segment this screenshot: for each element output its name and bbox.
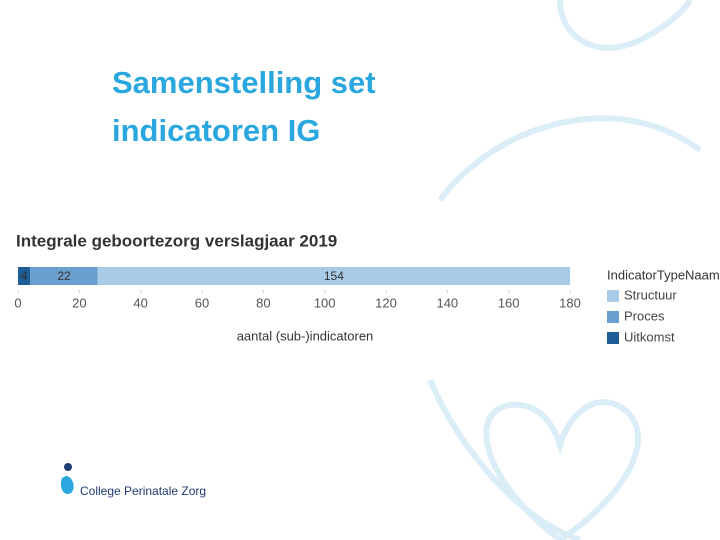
legend-swatch <box>607 311 619 323</box>
x-tick-label: 0 <box>14 295 21 310</box>
logo-text: College Perinatale Zorg <box>80 484 206 498</box>
chart-title: Integrale geboortezorg verslagjaar 2019 <box>16 231 337 250</box>
legend-label: Structuur <box>624 287 677 302</box>
heart-bottom <box>483 399 641 540</box>
slide-title: indicatoren IG <box>112 113 320 148</box>
arc-bottom <box>427 378 581 540</box>
x-tick-label: 80 <box>256 295 270 310</box>
heart-top <box>557 0 693 51</box>
legend-swatch <box>607 290 619 302</box>
x-axis-label: aantal (sub-)indicatoren <box>237 328 374 343</box>
legend-title: IndicatorTypeNaam <box>607 267 720 282</box>
data-label: 154 <box>324 269 344 283</box>
logo: College Perinatale Zorg <box>60 463 206 498</box>
data-label: 4 <box>21 269 28 283</box>
x-tick-label: 180 <box>559 295 581 310</box>
legend-swatch <box>607 332 619 344</box>
x-tick-label: 20 <box>72 295 86 310</box>
logo-head <box>64 463 72 471</box>
x-tick-label: 40 <box>133 295 147 310</box>
data-label: 22 <box>57 269 71 283</box>
bar-segment <box>18 267 31 285</box>
bar-segment <box>97 267 570 285</box>
x-tick-label: 60 <box>195 295 209 310</box>
legend-label: Uitkomst <box>624 329 675 344</box>
x-tick-label: 160 <box>498 295 520 310</box>
x-tick-label: 100 <box>314 295 336 310</box>
decor-hearts <box>427 0 702 540</box>
logo-body <box>60 476 74 495</box>
x-tick-label: 120 <box>375 295 397 310</box>
arc-top <box>437 115 702 202</box>
legend-label: Proces <box>624 308 665 323</box>
x-tick-label: 140 <box>436 295 458 310</box>
bar-segment <box>30 267 98 285</box>
slide-title: Samenstelling set <box>112 65 376 100</box>
